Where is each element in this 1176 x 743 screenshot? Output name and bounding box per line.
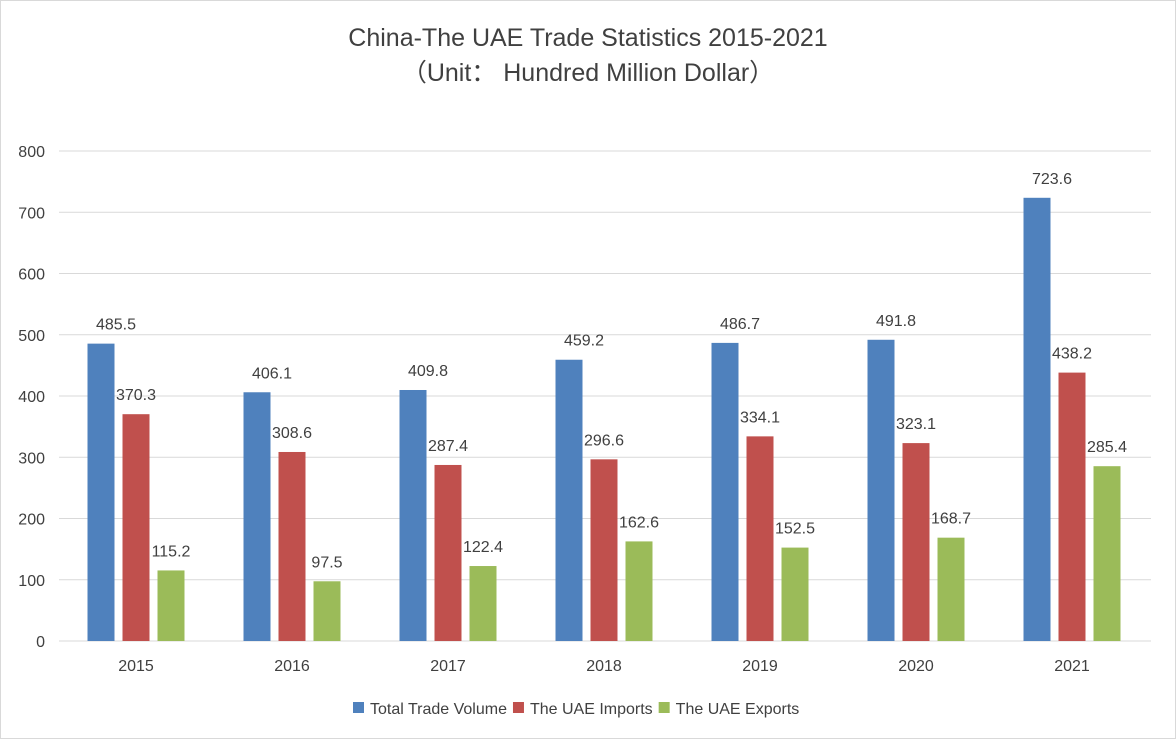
x-tick-label: 2016 xyxy=(274,658,310,675)
chart-title: China-The UAE Trade Statistics 2015-2021 xyxy=(348,24,827,52)
data-label: 409.8 xyxy=(408,363,448,380)
legend-swatch-1 xyxy=(512,702,524,713)
legend-swatch-2 xyxy=(658,702,670,713)
y-tick-label: 500 xyxy=(18,328,45,345)
bar-2021-2 xyxy=(1093,466,1121,641)
bar-2020-1 xyxy=(902,443,930,641)
bar-2021-0 xyxy=(1023,197,1051,642)
legend-label: The UAE Imports xyxy=(530,701,653,718)
data-label: 115.2 xyxy=(152,543,191,560)
y-tick-label: 200 xyxy=(18,512,45,529)
legend-label: Total Trade Volume xyxy=(370,701,507,718)
bar-2016-0 xyxy=(243,392,271,641)
bar-2019-0 xyxy=(711,342,739,641)
legend-swatch-0 xyxy=(353,702,364,713)
x-axis: 2015 2016 2017 2018 2019 2020 2021 xyxy=(118,658,1090,675)
data-label: 296.6 xyxy=(584,432,624,449)
y-tick-label: 300 xyxy=(18,450,45,467)
bar-2019-1 xyxy=(746,436,774,641)
data-label: 459.2 xyxy=(564,333,604,350)
data-label: 308.6 xyxy=(272,425,312,442)
x-tick-label: 2015 xyxy=(118,658,154,675)
bar-2016-2 xyxy=(313,581,341,641)
x-tick-label: 2018 xyxy=(586,658,622,675)
chart-subtitle: （Unit： Hundred Million Dollar） xyxy=(402,59,774,87)
x-tick-label: 2019 xyxy=(742,658,778,675)
bar-2017-0 xyxy=(399,389,427,641)
y-tick-label: 0 xyxy=(36,634,45,651)
bar-2020-2 xyxy=(937,537,965,641)
data-label: 152.5 xyxy=(775,521,815,538)
bar-2017-1 xyxy=(434,464,462,641)
y-tick-label: 800 xyxy=(18,144,45,161)
gridlines xyxy=(59,150,1151,642)
data-label: 486.7 xyxy=(720,316,760,333)
x-tick-label: 2017 xyxy=(430,658,466,675)
data-label: 323.1 xyxy=(896,416,936,433)
y-tick-label: 100 xyxy=(18,573,45,590)
bar-2017-2 xyxy=(469,566,497,641)
legend: Total Trade Volume The UAE Imports The UAE… xyxy=(353,701,799,718)
bar-2015-1 xyxy=(122,414,150,641)
data-label: 723.6 xyxy=(1032,171,1072,188)
y-tick-label: 400 xyxy=(18,389,45,406)
data-label: 370.3 xyxy=(116,387,156,404)
y-tick-label: 700 xyxy=(18,205,45,222)
data-label: 162.6 xyxy=(619,514,659,531)
x-tick-label: 2021 xyxy=(1054,658,1090,675)
data-label: 287.4 xyxy=(428,438,468,455)
legend-label: The UAE Exports xyxy=(676,701,800,718)
data-label: 485.5 xyxy=(96,317,136,334)
data-label: 334.1 xyxy=(740,409,780,426)
bar-2015-2 xyxy=(157,570,185,641)
bar-2016-1 xyxy=(278,451,306,641)
data-label: 168.7 xyxy=(931,511,971,528)
data-label: 406.1 xyxy=(252,365,292,382)
bar-2021-1 xyxy=(1058,372,1086,641)
data-label: 491.8 xyxy=(876,313,916,330)
bar-2019-2 xyxy=(781,547,809,641)
y-tick-label: 600 xyxy=(18,267,45,284)
y-axis: 0 100 200 300 400 500 600 700 800 xyxy=(18,144,45,651)
x-tick-label: 2020 xyxy=(898,658,934,675)
data-label: 438.2 xyxy=(1052,346,1092,363)
bar-2015-0 xyxy=(87,343,115,641)
bar-2018-2 xyxy=(625,541,653,641)
bars: 485.5 370.3 115.2 406.1 308.6 97.5 409.8 287.4 1… xyxy=(87,171,1127,642)
bar-2020-0 xyxy=(867,339,895,641)
data-label: 97.5 xyxy=(311,554,342,571)
bar-2018-1 xyxy=(590,459,618,641)
data-label: 285.4 xyxy=(1087,439,1127,456)
data-label: 122.4 xyxy=(463,539,503,556)
bar-2018-0 xyxy=(555,359,583,641)
